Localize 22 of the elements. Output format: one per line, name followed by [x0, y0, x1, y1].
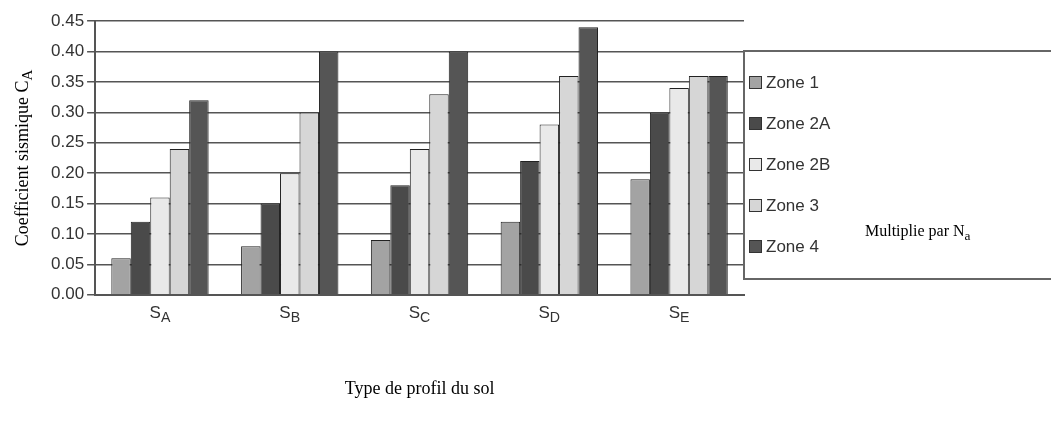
legend-label: Zone 3 [766, 195, 819, 216]
y-tick-label: 0.15 [50, 193, 85, 213]
legend-label: Zone 2A [766, 113, 831, 134]
y-tick-label: 0.05 [50, 254, 85, 274]
text: Multiplie par N$_{a}$ [865, 222, 971, 245]
y-tick-label: 0.35 [50, 71, 85, 91]
x-tick-label: S$_{A}$ [148, 302, 172, 326]
legend-label: Zone 1 [766, 72, 819, 93]
x-tick-label: S$_{C}$ [407, 302, 432, 326]
y-tick-label: 0.40 [50, 41, 85, 61]
y-tick-label: 0.25 [50, 132, 85, 152]
x-tick-label: S$_{D}$ [537, 302, 562, 326]
legend-label: Zone 4 [766, 236, 819, 257]
y-tick-label: 0.45 [50, 10, 85, 30]
y-tick-label: 0.30 [50, 102, 85, 122]
x-tick-label: S$_{B}$ [278, 302, 302, 326]
y-tick-label: 0.10 [50, 223, 85, 243]
x-tick-label: S$_{E}$ [667, 302, 691, 326]
y-tick-label: 0.00 [50, 284, 85, 304]
y-tick-label: 0.20 [50, 162, 85, 182]
legend-label: Zone 2B [766, 154, 831, 175]
x-axis-title: Type de profil du sol [343, 378, 496, 399]
